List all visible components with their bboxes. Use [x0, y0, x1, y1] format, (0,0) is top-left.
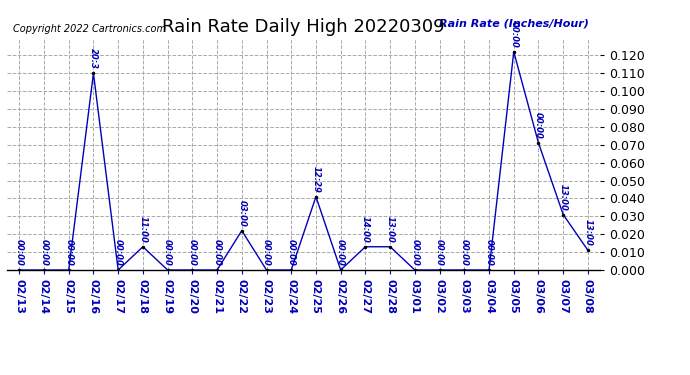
- Text: 00:00: 00:00: [39, 239, 48, 266]
- Text: 03:00: 03:00: [237, 200, 246, 226]
- Text: 00:00: 00:00: [262, 239, 271, 266]
- Text: 11:00: 11:00: [139, 216, 148, 243]
- Text: Copyright 2022 Cartronics.com: Copyright 2022 Cartronics.com: [13, 24, 166, 33]
- Text: 00:00: 00:00: [163, 239, 172, 266]
- Text: 00:00: 00:00: [484, 239, 493, 266]
- Text: 00:00: 00:00: [509, 21, 518, 48]
- Text: 12:29: 12:29: [311, 166, 320, 192]
- Text: Rain Rate (Inches/Hour): Rain Rate (Inches/Hour): [439, 19, 589, 29]
- Text: 00:00: 00:00: [188, 239, 197, 266]
- Text: 13:00: 13:00: [584, 219, 593, 246]
- Text: 00:00: 00:00: [64, 239, 73, 266]
- Text: 00:00: 00:00: [14, 239, 23, 266]
- Text: 14:00: 14:00: [361, 216, 370, 243]
- Text: 00:00: 00:00: [213, 239, 221, 266]
- Text: 00:00: 00:00: [287, 239, 296, 266]
- Title: Rain Rate Daily High 20220309: Rain Rate Daily High 20220309: [162, 18, 445, 36]
- Text: 00:00: 00:00: [460, 239, 469, 266]
- Text: 00:00: 00:00: [114, 239, 123, 266]
- Text: 00:00: 00:00: [336, 239, 345, 266]
- Text: 20:3: 20:3: [89, 48, 98, 69]
- Text: 00:00: 00:00: [435, 239, 444, 266]
- Text: 00:00: 00:00: [534, 112, 543, 139]
- Text: 13:00: 13:00: [386, 216, 395, 243]
- Text: 00:00: 00:00: [411, 239, 420, 266]
- Text: 13:00: 13:00: [559, 183, 568, 210]
